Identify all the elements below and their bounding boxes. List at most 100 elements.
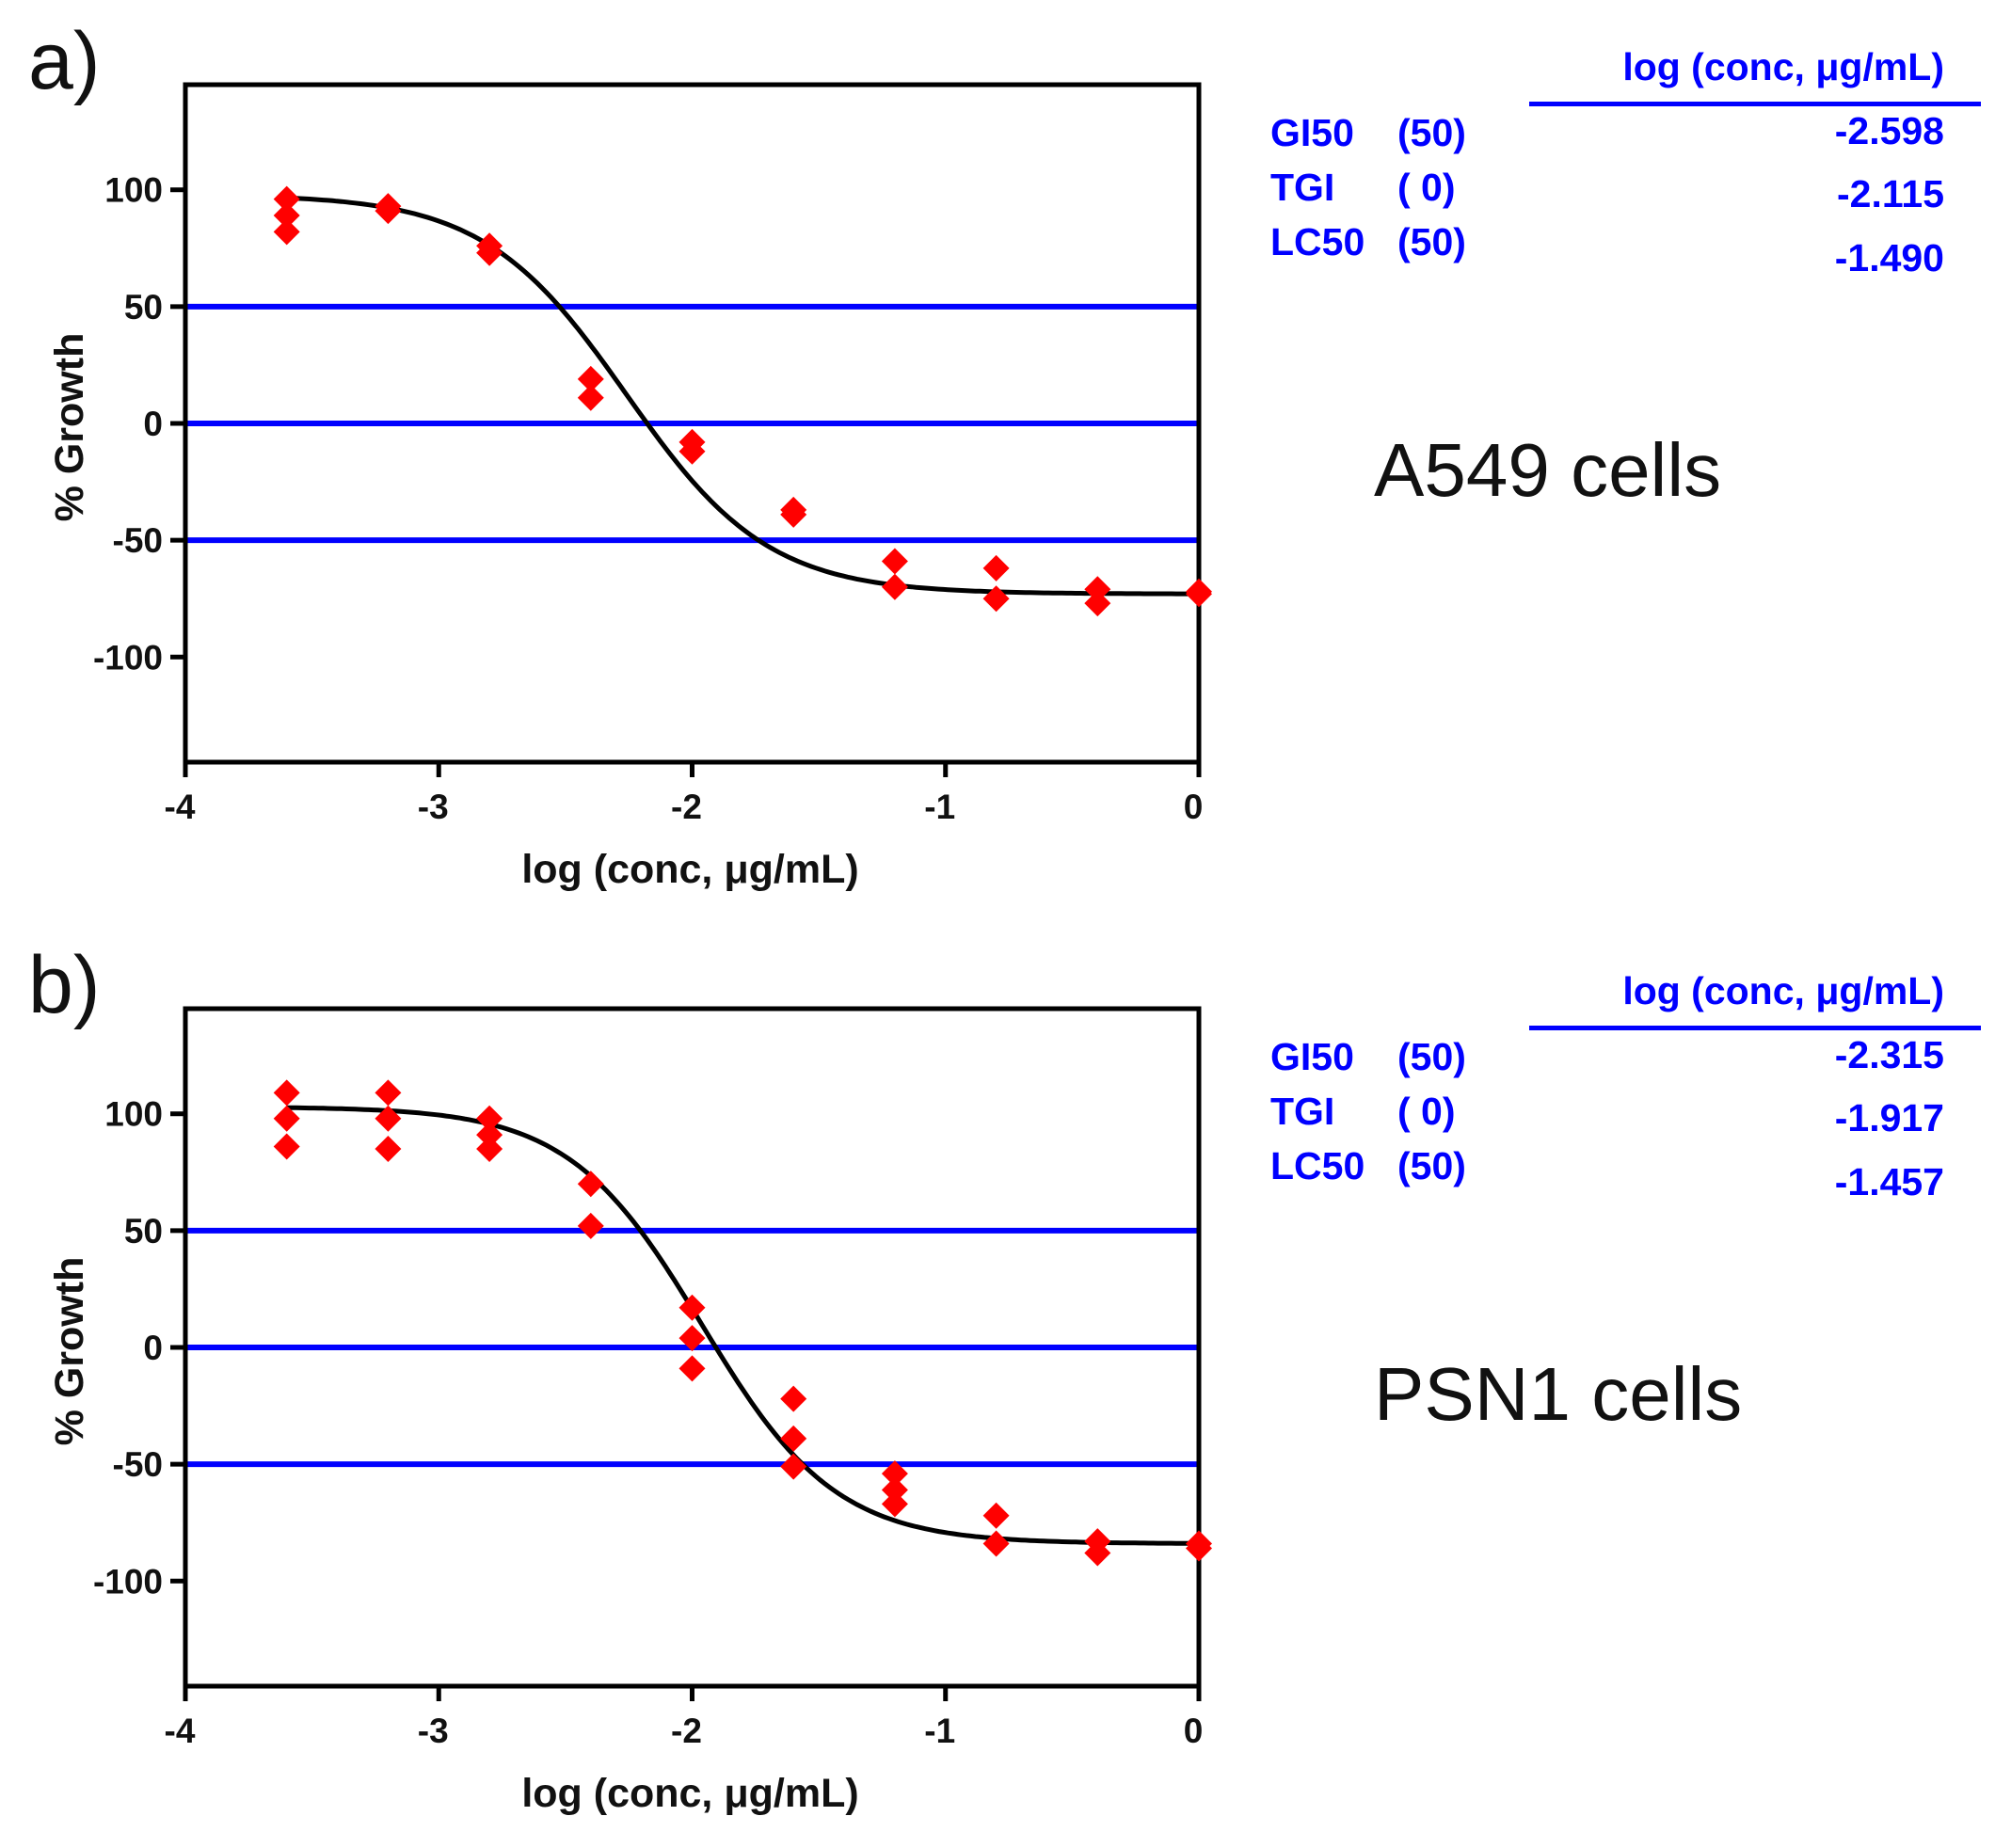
data-point xyxy=(476,1105,503,1132)
result-name: GI50 xyxy=(1270,1035,1354,1078)
fit-curve xyxy=(286,195,1199,597)
result-name: TGI xyxy=(1270,166,1335,209)
data-point xyxy=(678,1294,706,1321)
data-point xyxy=(678,1325,706,1352)
data-point xyxy=(881,573,908,600)
data-point xyxy=(982,1502,1010,1529)
result-name: GI50 xyxy=(1270,111,1354,154)
result-name: LC50 xyxy=(1270,220,1365,263)
results-header: log (conc, μg/mL) xyxy=(1622,45,1944,88)
result-percent: ( 0) xyxy=(1397,1090,1456,1133)
x-tick-label: -3 xyxy=(418,788,449,826)
data-point xyxy=(881,1460,908,1488)
data-point xyxy=(273,1133,300,1160)
chart-a: 100 50 0 -50 -100 -4 -3 -2 -1 0 log (conc, μg/mL)%… xyxy=(47,82,1212,892)
x-tick-label: 0 xyxy=(1184,1712,1204,1750)
results-header-rule xyxy=(1529,1026,1981,1030)
result-value: -2.315 xyxy=(1834,1033,1944,1076)
result-percent: (50) xyxy=(1397,111,1466,154)
result-value: -2.598 xyxy=(1834,109,1944,152)
data-point xyxy=(476,239,503,266)
data-point xyxy=(1186,581,1212,608)
x-tick-label: -2 xyxy=(671,788,702,826)
result-percent: ( 0) xyxy=(1397,166,1456,209)
results-row-gi50: GI50 (50) -2.315 xyxy=(1270,1033,1948,1082)
results-row-tgi: TGI ( 0) -2.115 xyxy=(1270,166,1948,215)
data-point xyxy=(678,438,706,465)
panel-label: a) xyxy=(28,16,101,106)
results-row-lc50: LC50 (50) -1.490 xyxy=(1270,220,1948,279)
data-point xyxy=(375,1079,402,1107)
y-axis-title: % Growth xyxy=(47,333,92,522)
results-row-gi50: GI50 (50) -2.598 xyxy=(1270,109,1948,158)
data-point xyxy=(273,218,300,246)
x-tick-label: -2 xyxy=(671,1712,702,1750)
x-tick-label: 0 xyxy=(1184,788,1204,826)
fit-curve xyxy=(286,1105,1199,1546)
panel-label: b) xyxy=(28,940,101,1030)
result-value: -1.457 xyxy=(1834,1160,1944,1203)
x-axis-title: log (conc, μg/mL) xyxy=(521,847,858,892)
data-point xyxy=(577,384,604,411)
data-point xyxy=(881,1476,908,1504)
data-point xyxy=(881,548,908,575)
data-point xyxy=(780,1385,807,1412)
data-point xyxy=(1084,576,1111,603)
cell-line-label: PSN1 cells xyxy=(1374,1352,1743,1436)
y-tick-label: -50 xyxy=(113,1445,163,1484)
data-point xyxy=(375,198,402,225)
data-point xyxy=(1084,590,1111,617)
result-value: -1.917 xyxy=(1834,1096,1944,1139)
results-header: log (conc, μg/mL) xyxy=(1622,969,1944,1012)
result-value: -1.490 xyxy=(1834,236,1944,279)
x-tick-label: -3 xyxy=(418,1712,449,1750)
y-tick-label: 50 xyxy=(124,1212,163,1251)
data-point xyxy=(678,1355,706,1382)
results-row-lc50: LC50 (50) -1.457 xyxy=(1270,1144,1948,1203)
panel-a: 100 50 0 -50 -100 -4 -3 -2 -1 0 log (conc, μg/mL)%… xyxy=(28,16,1986,892)
y-tick-label: -100 xyxy=(93,638,163,677)
data-point xyxy=(577,1212,604,1239)
data-point xyxy=(375,1135,402,1162)
data-point xyxy=(273,185,300,213)
x-tick-label: -4 xyxy=(165,1712,196,1750)
y-tick-label: -100 xyxy=(93,1562,163,1601)
chart-b: 100 50 0 -50 -100 -4 -3 -2 -1 0 log (conc, μg/mL)%… xyxy=(47,1006,1212,1816)
data-point xyxy=(273,1105,300,1132)
data-point xyxy=(577,1171,604,1198)
x-axis-title: log (conc, μg/mL) xyxy=(521,1771,858,1816)
y-tick-label: 100 xyxy=(104,171,163,210)
result-name: LC50 xyxy=(1270,1144,1365,1187)
y-tick-label: 50 xyxy=(124,288,163,327)
result-name: TGI xyxy=(1270,1090,1335,1133)
data-point xyxy=(273,1079,300,1107)
result-percent: (50) xyxy=(1397,1035,1466,1078)
data-point xyxy=(982,554,1010,581)
x-tick-label: -1 xyxy=(924,1712,955,1750)
y-tick-label: -50 xyxy=(113,521,163,560)
data-point xyxy=(476,1122,503,1149)
results-row-tgi: TGI ( 0) -1.917 xyxy=(1270,1090,1948,1139)
y-tick-label: 100 xyxy=(104,1095,163,1134)
data-point xyxy=(982,585,1010,613)
results-table: log (conc, μg/mL) GI50 (50) -2.315 TGI (… xyxy=(1270,969,1986,1214)
data-point xyxy=(577,365,604,392)
data-point xyxy=(1084,1539,1111,1567)
y-axis-title: % Growth xyxy=(47,1257,92,1446)
data-point xyxy=(780,1425,807,1452)
data-point xyxy=(780,501,807,528)
cell-line-label: A549 cells xyxy=(1374,428,1722,512)
data-point xyxy=(375,1105,402,1132)
data-point xyxy=(476,1135,503,1162)
y-tick-label: 0 xyxy=(143,405,163,443)
result-percent: (50) xyxy=(1397,220,1466,263)
data-point xyxy=(881,1490,908,1518)
data-point xyxy=(273,202,300,230)
result-value: -2.115 xyxy=(1837,172,1944,215)
panel-b: 100 50 0 -50 -100 -4 -3 -2 -1 0 log (conc, μg/mL)%… xyxy=(0,924,1995,1848)
results-header-rule xyxy=(1529,102,1981,106)
result-percent: (50) xyxy=(1397,1144,1466,1187)
x-tick-label: -1 xyxy=(924,788,955,826)
data-point xyxy=(780,1453,807,1480)
results-table: log (conc, μg/mL) GI50 (50) -2.598 TGI (… xyxy=(1270,45,1986,290)
